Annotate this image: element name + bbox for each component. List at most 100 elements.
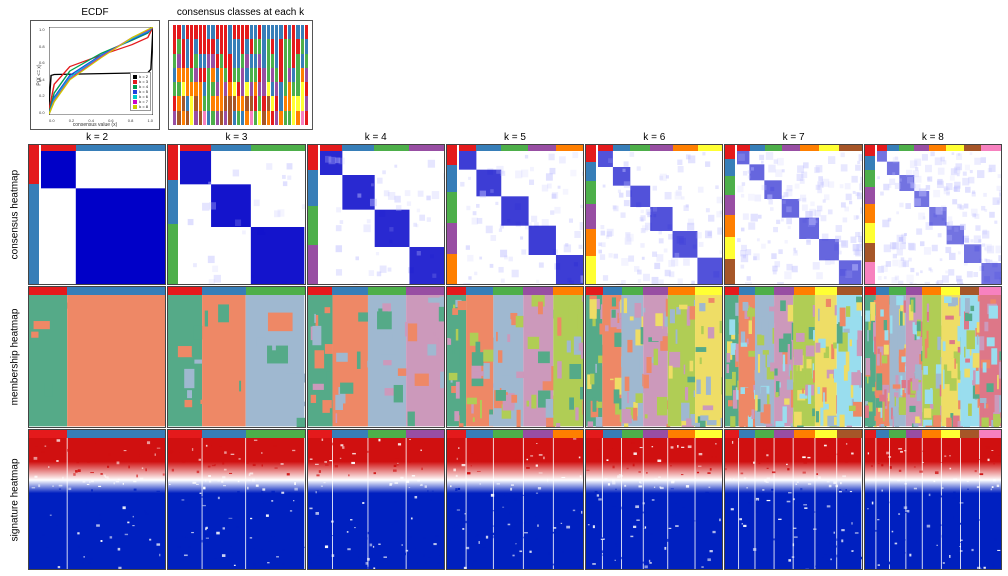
consensus-class-cell [177,82,180,96]
consensus-class-cell [194,39,197,53]
consensus-class-column [207,25,210,125]
consensus-class-cell [288,54,291,68]
consensus-class-cell [284,82,287,96]
signature-matrix [865,438,1001,569]
col-label: k = 3 [167,132,305,143]
consensus-class-cell [194,54,197,68]
consensus-class-cell [288,96,291,110]
consensus-class-cell [207,111,210,125]
consensus-class-cell [173,39,176,53]
consensus-class-cell [228,82,231,96]
consensus-class-cell [262,111,265,125]
consensus-class-cell [275,54,278,68]
consensus-class-cell [182,68,185,82]
consensus-class-cell [224,25,227,39]
legend-swatch [133,90,137,94]
consensus-class-cell [288,82,291,96]
consensus-class-cell [258,54,261,68]
row-label: membership heatmap [4,286,26,427]
consensus-class-column [296,25,299,125]
consensus-class-cell [254,82,257,96]
class-side-stripe [865,145,875,284]
consensus-matrix [320,151,444,284]
consensus-class-cell [250,82,253,96]
consensus-class-cell [186,82,189,96]
consensus-class-cell [173,68,176,82]
consensus-class-cell [245,25,248,39]
class-top-stripe [168,430,304,438]
consensus-class-cell [237,25,240,39]
class-side-stripe [725,145,735,284]
consensus-cell-k8 [864,144,1002,285]
consensus-class-column [216,25,219,125]
legend-swatch [133,80,137,84]
consensus-class-cell [250,54,253,68]
consensus-class-cell [177,111,180,125]
consensus-class-column [275,25,278,125]
consensus-class-cell [190,96,193,110]
consensus-class-cell [207,82,210,96]
consensus-class-cell [301,25,304,39]
consensus-class-column [224,25,227,125]
consensus-class-cell [284,68,287,82]
consensus-class-cell [258,111,261,125]
consensus-class-cell [279,25,282,39]
heatmap-grid [28,144,1002,570]
consensus-class-cell [173,54,176,68]
signature-matrix [168,438,304,569]
consensus-class-cell [267,54,270,68]
consensus-class-cell [199,39,202,53]
consensus-class-cell [241,96,244,110]
consensus-class-cell [216,82,219,96]
consensus-class-cell [245,96,248,110]
consensus-class-cell [207,39,210,53]
class-top-stripe [29,287,165,295]
consensus-class-cell [182,96,185,110]
consensus-cell-k3 [167,144,305,285]
consensus-class-cell [271,111,274,125]
consensus-class-cell [233,68,236,82]
legend-swatch [133,105,137,109]
consensus-class-cell [284,54,287,68]
membership-matrix [168,295,304,426]
consensus-class-cell [275,96,278,110]
consensus-class-cell [258,25,261,39]
consensus-class-cell [275,39,278,53]
consensus-class-cell [224,54,227,68]
consensus-class-cell [203,82,206,96]
consensus-class-cell [288,111,291,125]
consensus-class-column [190,25,193,125]
consensus-class-cell [275,82,278,96]
consensus-cell-k6 [585,144,723,285]
consensus-class-cell [190,25,193,39]
row-label: signature heatmap [4,429,26,570]
consensus-class-cell [220,25,223,39]
column-labels: k = 2k = 3k = 4k = 5k = 6k = 7k = 8 [28,132,1002,143]
legend-swatch [133,95,137,99]
consensus-class-cell [296,68,299,82]
consensus-class-cell [262,54,265,68]
class-top-stripe [308,287,444,295]
consensus-class-column [245,25,248,125]
consensus-class-cell [301,82,304,96]
consensus-class-cell [296,39,299,53]
consensus-class-cell [262,68,265,82]
consensus-class-cell [305,96,308,110]
consensus-cell-k4 [307,144,445,285]
consensus-class-cell [199,111,202,125]
consensus-class-cell [250,96,253,110]
consensus-class-cell [228,111,231,125]
consensus-class-cell [173,25,176,39]
consensus-class-cell [211,25,214,39]
consensus-class-cell [220,68,223,82]
consensus-class-cell [190,111,193,125]
legend-label: k = 8 [139,104,148,109]
consensus-class-cell [271,82,274,96]
consensus-matrix [598,151,722,284]
consensus-class-column [262,25,265,125]
consensus-class-cell [233,25,236,39]
consensus-class-cell [301,39,304,53]
consensus-class-column [233,25,236,125]
class-top-stripe [447,430,583,438]
consensus-class-column [220,25,223,125]
